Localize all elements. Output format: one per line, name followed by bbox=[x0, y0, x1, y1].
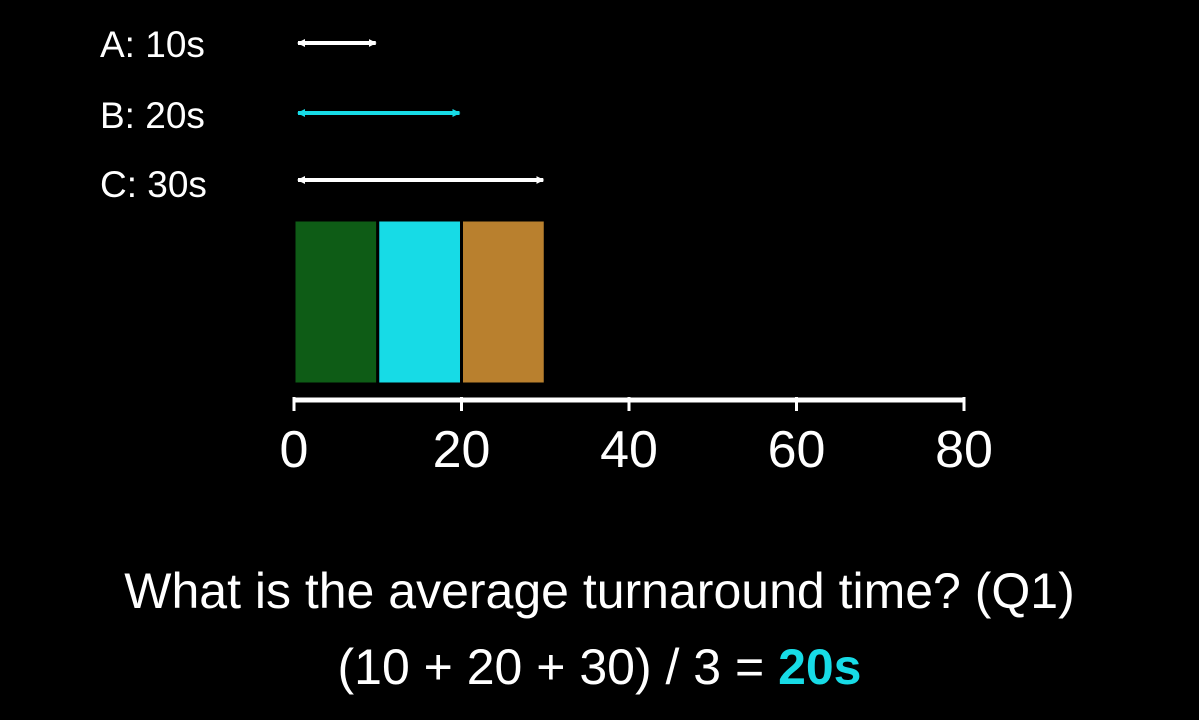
formula-text: (10 + 20 + 30) / 3 = bbox=[337, 639, 779, 695]
job-c-label: C: 30s bbox=[100, 164, 207, 205]
job-a-label: A: 10s bbox=[100, 24, 205, 65]
axis-tick-label: 20 bbox=[432, 421, 491, 479]
answer-value: 20s bbox=[778, 639, 862, 695]
job-b-label: B: 20s bbox=[100, 95, 205, 136]
axis-tick-label: 60 bbox=[767, 421, 826, 479]
formula-line: (10 + 20 + 30) / 3 = 20s bbox=[0, 642, 1199, 692]
axis-tick-label: 40 bbox=[600, 421, 658, 479]
question-text: What is the average turnaround time? (Q1… bbox=[124, 563, 1075, 619]
job-c-block bbox=[460, 218, 547, 386]
axis-tick-label: 0 bbox=[279, 421, 309, 479]
job-a-block bbox=[292, 218, 380, 386]
job-b-block bbox=[376, 218, 463, 386]
axis-tick-label: 80 bbox=[935, 421, 993, 479]
